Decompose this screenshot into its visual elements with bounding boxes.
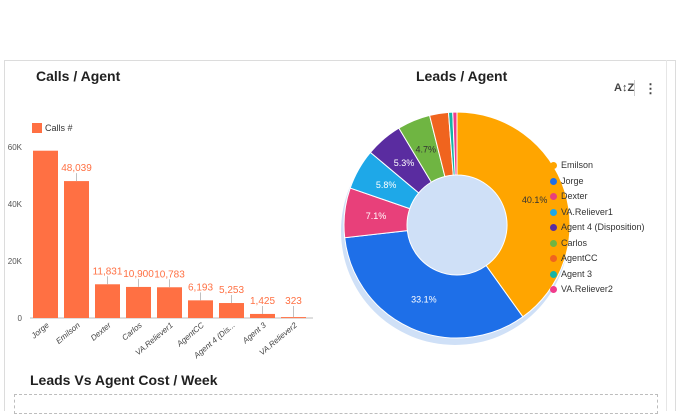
bar-5[interactable]: [157, 287, 182, 318]
legend-entry[interactable]: Dexter: [561, 191, 588, 201]
more-vert-icon[interactable]: ⋮: [644, 81, 657, 96]
bar-4[interactable]: [126, 286, 151, 318]
bar-9[interactable]: [281, 317, 306, 319]
cost-chart-title: Leads Vs Agent Cost / Week: [30, 372, 218, 388]
toolbar-separator: [634, 80, 635, 96]
calls-legend-label: Calls #: [45, 123, 73, 133]
calls-legend-swatch: [32, 123, 42, 133]
legend-dot: [550, 255, 557, 262]
legend-dot: [550, 177, 557, 185]
y-tick-label: 60K: [8, 143, 23, 152]
bar-value-label: 48,039: [61, 163, 92, 174]
bar-value-label: 1,425: [250, 296, 275, 307]
slice-percent-label: 7.1%: [366, 211, 387, 221]
slice-percent-label: 33.1%: [411, 294, 437, 304]
bar-value-label: 10,783: [154, 269, 185, 280]
donut-slice-2[interactable]: [344, 230, 524, 339]
slice-percent-label: 40.1%: [522, 195, 548, 205]
donut-slice-1[interactable]: [456, 111, 571, 318]
cost-chart-placeholder: [14, 394, 658, 414]
bar-value-label: 323: [285, 296, 302, 307]
y-tick-label: 40K: [8, 200, 23, 209]
bar-value-label: 11,831: [93, 266, 123, 277]
slice-percent-label: 5.8%: [376, 180, 397, 190]
legend-entry[interactable]: VA.Reliever2: [561, 284, 613, 294]
sort-az-icon[interactable]: A↕Z: [614, 82, 635, 94]
legend-entry[interactable]: Agent 3: [561, 268, 593, 279]
bar-3[interactable]: [95, 284, 120, 318]
bar-value-label: 5,253: [219, 285, 244, 296]
legend-entry[interactable]: Agent 4 (Disposition): [561, 222, 645, 232]
legend-entry[interactable]: Carlos: [561, 237, 588, 248]
legend-entry[interactable]: AgentCC: [561, 253, 598, 263]
bar-8[interactable]: [250, 313, 275, 318]
legend-entry[interactable]: VA.Reliever1: [561, 206, 613, 217]
calls-chart-title: Calls / Agent: [36, 68, 121, 84]
leads-chart-title: Leads / Agent: [416, 68, 508, 84]
donut-slice-9[interactable]: [452, 111, 458, 176]
bar-7[interactable]: [219, 303, 244, 318]
slice-percent-label: 4.7%: [416, 145, 437, 155]
legend-dot: [550, 208, 557, 216]
legend-dot: [550, 162, 557, 169]
bar-value-label: 6,193: [188, 282, 213, 293]
legend-dot: [550, 286, 557, 293]
card-right-edge: [666, 60, 667, 411]
bar-value-label: 10,900: [123, 269, 154, 280]
legend-dot: [550, 239, 557, 247]
slice-percent-label: 5.3%: [394, 158, 415, 168]
bar-1[interactable]: [33, 150, 58, 318]
y-tick-label: 0: [18, 314, 23, 323]
legend-dot: [550, 224, 557, 231]
legend-dot: [550, 193, 557, 200]
legend-dot: [550, 270, 557, 278]
bar-2[interactable]: [64, 181, 89, 318]
bar-6[interactable]: [188, 300, 213, 318]
legend-entry[interactable]: Emilson: [561, 160, 594, 170]
y-tick-label: 20K: [8, 257, 23, 266]
legend-entry[interactable]: Jorge: [561, 175, 584, 186]
